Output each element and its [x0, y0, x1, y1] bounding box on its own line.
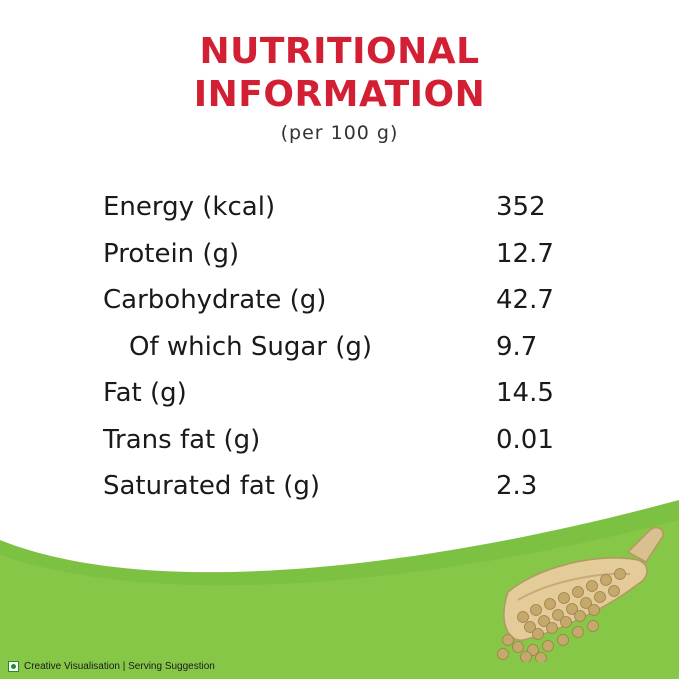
veg-symbol-icon: [8, 660, 19, 672]
nutrient-row: Fat (g) 14.5: [0, 374, 679, 421]
nutrient-row: Energy (kcal) 352: [0, 188, 679, 235]
nutrient-row: Saturated fat (g) 2.3: [0, 467, 679, 514]
nutrient-name: Saturated fat (g): [103, 471, 321, 501]
nutrient-value: 9.7: [496, 331, 538, 362]
nutrient-name: Fat (g): [103, 378, 187, 408]
nutrient-name: Protein (g): [103, 238, 240, 269]
nutrient-row: Protein (g) 12.7: [0, 235, 679, 282]
title-line-1: NUTRITIONAL: [199, 31, 480, 72]
nutrient-value: 352: [496, 192, 546, 222]
nutrient-name: Carbohydrate (g): [103, 285, 327, 315]
nutrient-value: 42.7: [496, 285, 554, 315]
serving-basis: (per 100 g): [280, 122, 399, 144]
nutrient-name: Energy (kcal): [103, 192, 276, 222]
nutrient-value: 12.7: [496, 238, 554, 269]
nutrient-name: Of which Sugar (g): [129, 331, 373, 362]
footnote-text: Creative Visualisation | Serving Suggest…: [24, 660, 215, 672]
nutrient-name: Trans fat (g): [103, 424, 261, 455]
nutrition-table: Energy (kcal) 352 Protein (g) 12.7 Carbohydr…: [0, 188, 679, 514]
nutrient-row: Of which Sugar (g) 9.7: [0, 328, 679, 375]
title-line-2: INFORMATION: [193, 74, 486, 115]
footnote: Creative Visualisation | Serving Suggest…: [8, 658, 215, 674]
nutrient-value: 14.5: [496, 378, 554, 408]
coriander-seed-scoop-icon: [497, 526, 664, 662]
nutrient-value: 0.01: [496, 424, 554, 455]
nutrient-value: 2.3: [496, 471, 538, 501]
nutrient-row: Carbohydrate (g) 42.7: [0, 281, 679, 328]
nutrient-row: Trans fat (g) 0.01: [0, 421, 679, 468]
